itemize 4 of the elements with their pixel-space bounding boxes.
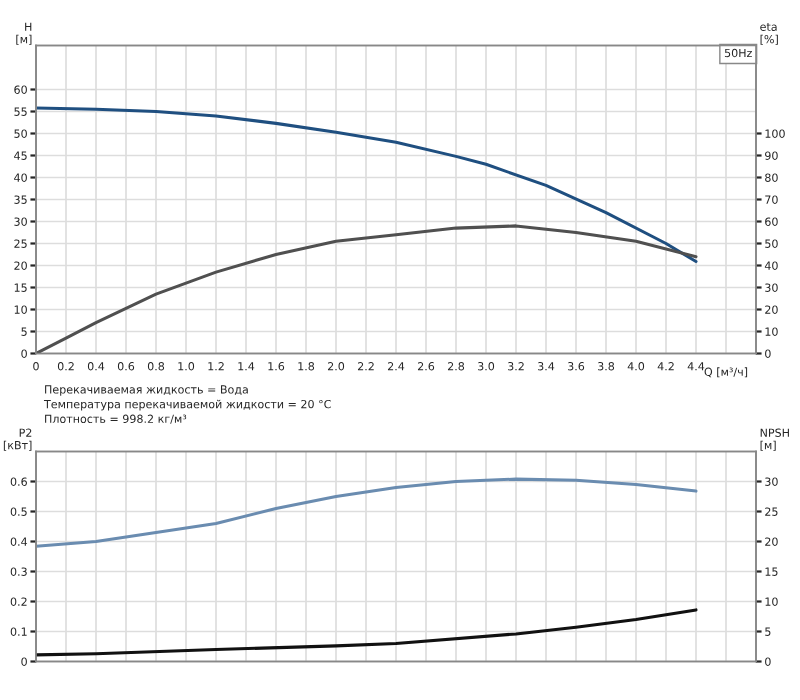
line-series [36,224,698,354]
line-series [36,477,698,548]
line-series [36,608,698,657]
line-series [36,106,698,264]
